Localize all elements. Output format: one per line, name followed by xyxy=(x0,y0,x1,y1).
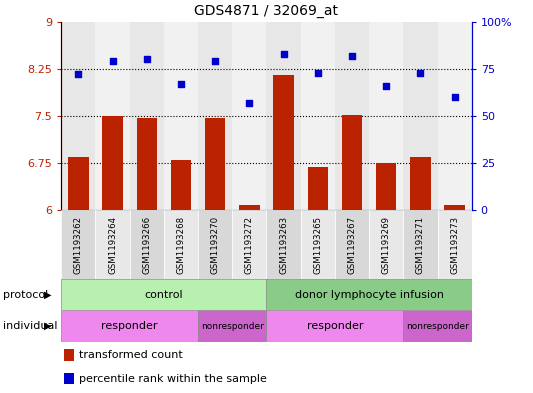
Text: nonresponder: nonresponder xyxy=(201,322,264,331)
Text: ▶: ▶ xyxy=(44,290,51,300)
Point xyxy=(177,81,185,87)
Bar xyxy=(130,210,164,279)
Point xyxy=(382,83,391,89)
Bar xyxy=(232,210,266,279)
Bar xyxy=(164,210,198,279)
Bar xyxy=(198,310,266,342)
Point xyxy=(108,58,117,64)
Text: GSM1193270: GSM1193270 xyxy=(211,216,220,274)
Text: percentile rank within the sample: percentile rank within the sample xyxy=(78,374,266,384)
Bar xyxy=(301,210,335,279)
Text: control: control xyxy=(144,290,183,300)
Bar xyxy=(61,210,95,279)
Bar xyxy=(61,279,266,310)
Point xyxy=(74,71,83,77)
Point xyxy=(245,99,254,106)
Text: responder: responder xyxy=(306,321,363,331)
Bar xyxy=(61,310,198,342)
Bar xyxy=(438,210,472,279)
Text: GSM1193262: GSM1193262 xyxy=(74,216,83,274)
Bar xyxy=(403,22,438,210)
Bar xyxy=(171,160,191,210)
Bar xyxy=(95,210,130,279)
Text: responder: responder xyxy=(101,321,158,331)
Bar xyxy=(342,115,362,210)
Text: transformed count: transformed count xyxy=(78,350,182,360)
Text: GSM1193265: GSM1193265 xyxy=(313,216,322,274)
Bar xyxy=(335,22,369,210)
Bar xyxy=(61,22,95,210)
Text: GSM1193268: GSM1193268 xyxy=(176,216,185,274)
Bar xyxy=(308,167,328,210)
Bar xyxy=(335,210,369,279)
Text: donor lymphocyte infusion: donor lymphocyte infusion xyxy=(295,290,443,300)
Text: GSM1193271: GSM1193271 xyxy=(416,216,425,274)
Bar xyxy=(239,205,260,210)
Text: GSM1193267: GSM1193267 xyxy=(348,216,357,274)
Point xyxy=(313,70,322,76)
Point xyxy=(348,52,356,59)
Bar xyxy=(266,210,301,279)
Bar xyxy=(136,118,157,210)
Bar xyxy=(410,157,431,210)
Text: GSM1193269: GSM1193269 xyxy=(382,216,391,274)
Bar xyxy=(95,22,130,210)
Bar xyxy=(438,22,472,210)
Text: individual: individual xyxy=(3,321,57,331)
Bar xyxy=(130,22,164,210)
Bar xyxy=(376,163,397,210)
Text: GSM1193263: GSM1193263 xyxy=(279,216,288,274)
Bar xyxy=(301,22,335,210)
Bar xyxy=(205,118,225,210)
Text: GSM1193273: GSM1193273 xyxy=(450,216,459,274)
Text: GSM1193272: GSM1193272 xyxy=(245,216,254,274)
Bar xyxy=(369,210,403,279)
Bar xyxy=(102,116,123,210)
Bar xyxy=(369,22,403,210)
Bar xyxy=(198,210,232,279)
Bar xyxy=(198,22,232,210)
Bar xyxy=(64,373,74,384)
Point xyxy=(450,94,459,100)
Bar xyxy=(403,310,472,342)
Text: nonresponder: nonresponder xyxy=(406,322,469,331)
Bar xyxy=(164,22,198,210)
Bar xyxy=(64,349,74,361)
Point xyxy=(416,70,425,76)
Bar xyxy=(266,22,301,210)
Bar xyxy=(68,157,88,210)
Bar xyxy=(403,210,438,279)
Title: GDS4871 / 32069_at: GDS4871 / 32069_at xyxy=(195,4,338,18)
Bar xyxy=(232,22,266,210)
Bar xyxy=(266,310,403,342)
Text: GSM1193266: GSM1193266 xyxy=(142,216,151,274)
Text: GSM1193264: GSM1193264 xyxy=(108,216,117,274)
Text: ▶: ▶ xyxy=(44,321,51,331)
Bar xyxy=(273,75,294,210)
Bar xyxy=(266,279,472,310)
Point xyxy=(211,58,220,64)
Bar xyxy=(445,205,465,210)
Point xyxy=(142,56,151,62)
Text: protocol: protocol xyxy=(3,290,48,300)
Point xyxy=(279,51,288,57)
